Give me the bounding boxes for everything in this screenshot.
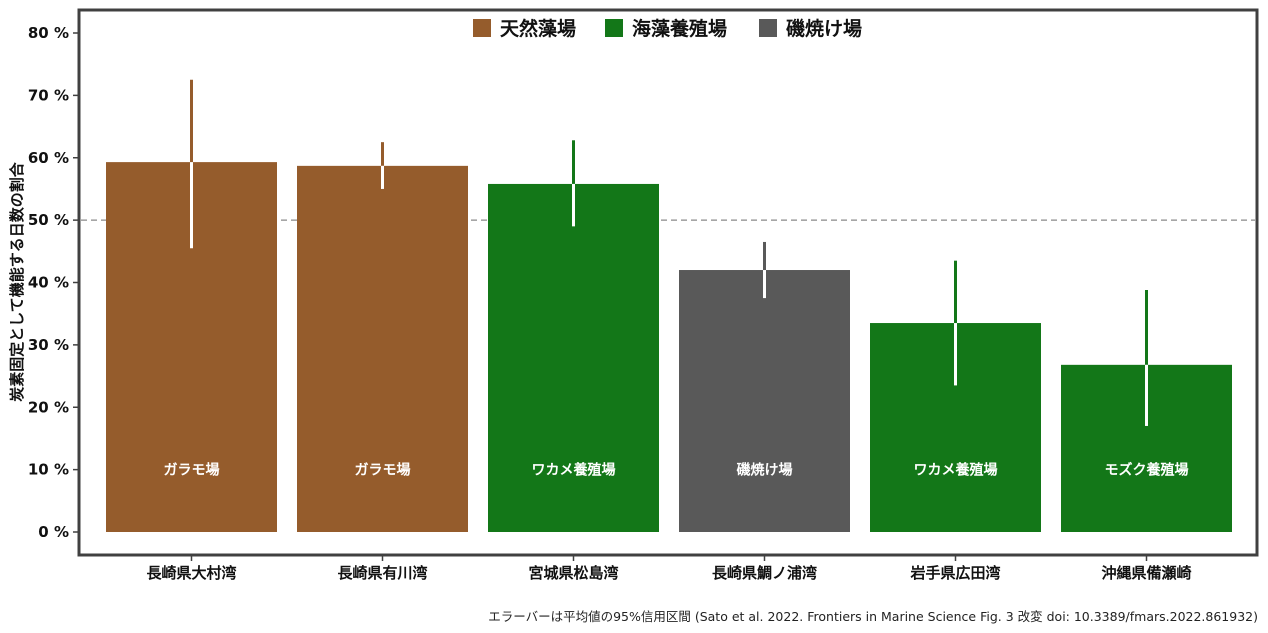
bar-label: ワカメ養殖場 [532,462,616,479]
y-tick-label: 80 % [28,24,69,42]
bar-label: ガラモ場 [164,462,220,479]
legend-label: 磯焼け場 [786,17,862,40]
y-tick-label: 50 % [28,211,69,229]
legend-label: 天然藻場 [500,17,576,40]
y-tick-label: 20 % [28,398,69,416]
y-tick-label: 0 % [38,523,69,541]
bar-label: ガラモ場 [355,462,411,479]
legend-swatch [605,19,623,37]
y-tick-label: 30 % [28,336,69,354]
legend-label: 海藻養殖場 [632,17,727,40]
bar-label: ワカメ養殖場 [914,462,998,479]
y-tick-label: 40 % [28,274,69,292]
category-label: 岩手県広田湾 [909,564,1000,582]
bar [679,270,850,532]
y-tick-label: 10 % [28,461,69,479]
legend-swatch [473,19,491,37]
y-tick-label: 60 % [28,149,69,167]
bar-label: モズク養殖場 [1105,462,1189,479]
category-label: 宮城県松島湾 [528,564,618,582]
bar-label: 磯焼け場 [737,462,793,479]
legend-swatch [759,19,777,37]
category-label: 長崎県鯛ノ浦湾 [712,564,817,582]
category-label: 長崎県有川湾 [337,564,427,582]
category-label: 沖縄県備瀬崎 [1101,564,1191,582]
source-caption: エラーバーは平均値の95%信用区間 (Sato et al. 2022. Fro… [488,609,1258,624]
bar [297,165,468,532]
y-axis-label: 炭素固定として機能する日数の割合 [8,161,26,402]
y-tick-label: 70 % [28,86,69,104]
bar [488,183,659,532]
category-label: 長崎県大村湾 [146,564,236,582]
